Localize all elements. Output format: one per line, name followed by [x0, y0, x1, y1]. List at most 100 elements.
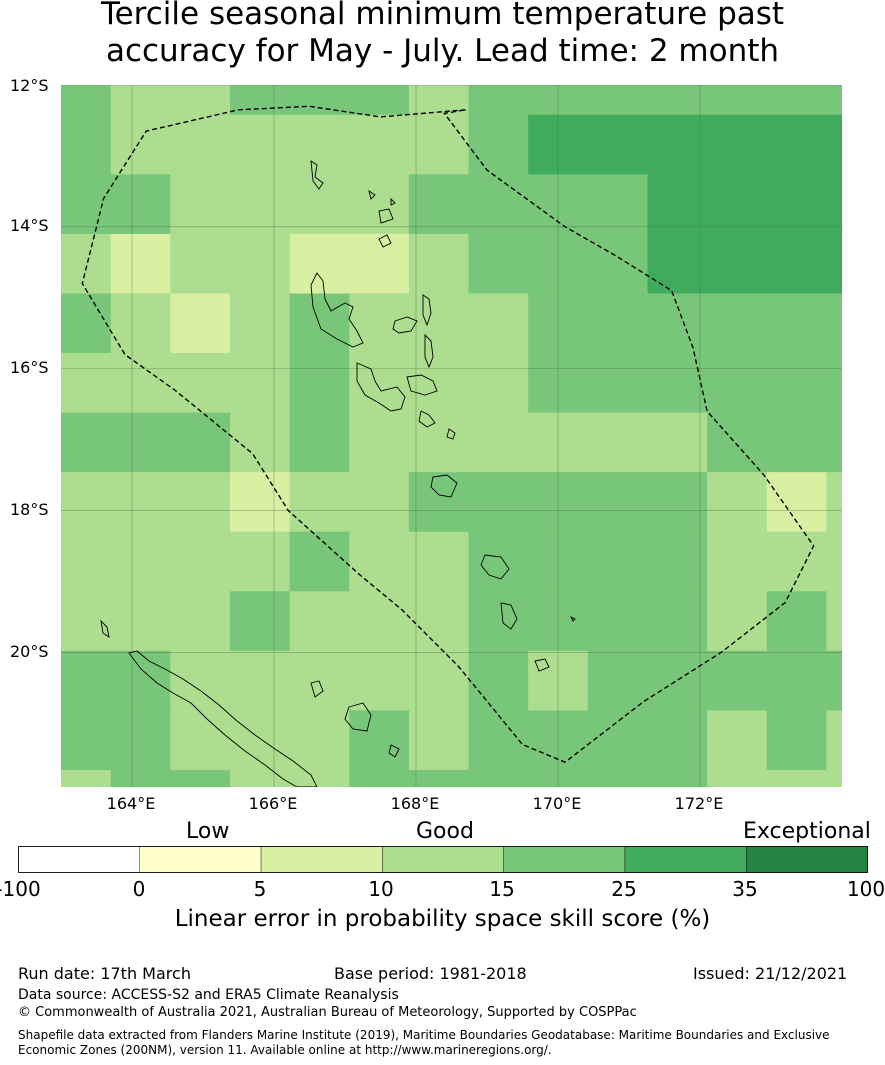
heatmap-cell — [468, 114, 529, 175]
heatmap-cell — [707, 174, 768, 235]
heatmap-cell — [647, 85, 708, 116]
heatmap-cell — [61, 710, 112, 771]
heatmap-cell — [408, 531, 470, 592]
heatmap-cell — [766, 293, 827, 354]
heatmap-cell — [766, 85, 827, 116]
heatmap-cell — [110, 412, 171, 473]
pentecost-island — [422, 294, 432, 327]
heatmap-cell — [289, 353, 350, 414]
category-low: Low — [186, 819, 230, 844]
matthew-island — [569, 615, 576, 622]
heatmap-cell — [289, 472, 350, 533]
efate-island — [430, 474, 458, 498]
heatmap-map — [61, 85, 842, 787]
lon-label-166e: 166°E — [248, 794, 298, 813]
heatmap-cell — [647, 293, 708, 354]
heatmap-cell — [229, 591, 291, 652]
heatmap-cell — [468, 174, 529, 235]
heatmap-cell — [826, 85, 842, 116]
heatmap-cell — [408, 293, 470, 354]
copyright: © Commonwealth of Australia 2021, Austra… — [18, 1005, 637, 1020]
heatmap-cell — [61, 293, 112, 354]
heatmap-cell — [707, 85, 768, 116]
maewo-island — [424, 333, 434, 369]
heatmap-cell — [110, 114, 171, 175]
heatmap-cell — [61, 233, 112, 295]
heatmap-cell — [408, 114, 470, 175]
heatmap-cell — [766, 174, 827, 235]
heatmap-cell — [468, 472, 529, 533]
espiritu-santo-island — [310, 272, 364, 348]
heatmap-cell — [408, 353, 470, 414]
heatmap-cell — [766, 531, 827, 592]
colorbar-tick-25: 25 — [611, 877, 637, 901]
heatmap-cell — [707, 353, 768, 414]
shepherd-islands — [446, 428, 456, 440]
heatmap-cell — [349, 472, 410, 533]
heatmap-cell — [349, 650, 410, 712]
lat-label-18s: 18°S — [10, 500, 49, 519]
colorbar-tick-15: 15 — [489, 877, 515, 901]
heatmap-cell — [468, 769, 529, 787]
heatmap-cell — [61, 174, 112, 235]
heatmap-cell — [229, 412, 291, 473]
heatmap-cell — [647, 114, 708, 175]
heatmap-cell — [826, 531, 842, 592]
heatmap-cell — [707, 710, 768, 771]
heatmap-cell — [707, 233, 768, 295]
heatmap-cell — [110, 293, 171, 354]
heatmap-cell — [587, 531, 649, 592]
heatmap-cell — [647, 650, 708, 712]
heatmap-cell — [170, 85, 231, 116]
heatmap-cell — [289, 710, 350, 771]
lon-label-170e: 170°E — [532, 794, 582, 813]
eez-boundary — [81, 105, 815, 764]
chart-title: Tercile seasonal minimum temperature pas… — [0, 0, 885, 70]
shapefile-credit-2: Economic Zones (200NM), version 11. Avai… — [18, 1043, 552, 1057]
colorbar-tick-5: 5 — [253, 877, 267, 901]
heatmap-cell — [587, 650, 649, 712]
heatmap-cell — [170, 472, 231, 533]
heatmap-cell — [408, 472, 470, 533]
heatmap-cell — [707, 472, 768, 533]
colorbar-tick-neg100: -100 — [0, 877, 41, 901]
heatmap-cell — [61, 472, 112, 533]
heatmap-cell — [289, 233, 350, 295]
colorbar-segment — [139, 846, 262, 873]
heatmap-cell — [408, 174, 470, 235]
heatmap-cell — [229, 293, 291, 354]
heatmap-cell — [766, 114, 827, 175]
heatmap-cell — [468, 531, 529, 592]
colorbar — [18, 846, 868, 873]
heatmap-cell — [170, 174, 231, 235]
torres-islands — [390, 197, 396, 206]
base-period: Base period: 1981-2018 — [334, 964, 527, 983]
heatmap-cell — [229, 114, 291, 175]
heatmap-cell — [170, 650, 231, 712]
lat-label-14s: 14°S — [10, 216, 49, 235]
heatmap-cell — [408, 710, 470, 771]
heatmap-cell — [707, 531, 768, 592]
heatmap-cell — [229, 85, 291, 116]
ambrym-island — [406, 374, 438, 396]
lon-label-164e: 164°E — [106, 794, 156, 813]
heatmap-cell — [229, 174, 291, 235]
heatmap-cell — [170, 353, 231, 414]
title-line-1: Tercile seasonal minimum temperature pas… — [100, 0, 785, 32]
heatmap-cell — [587, 174, 649, 235]
heatmap-cell — [408, 233, 470, 295]
colorbar-segment — [382, 846, 504, 873]
heatmap-cell — [289, 531, 350, 592]
heatmap-cell — [826, 710, 842, 771]
loyalty-islands-ouvea — [310, 680, 324, 698]
heatmap-cell — [826, 174, 842, 235]
belep-islands — [100, 619, 110, 638]
heatmap-cell — [468, 353, 529, 414]
heatmap-cell — [647, 769, 708, 787]
ambae-island — [392, 316, 418, 334]
heatmap-cell — [408, 769, 470, 787]
heatmap-cell — [766, 412, 827, 473]
heatmap-cell — [766, 591, 827, 652]
heatmap-cell — [170, 114, 231, 175]
heatmap-cell — [707, 293, 768, 354]
